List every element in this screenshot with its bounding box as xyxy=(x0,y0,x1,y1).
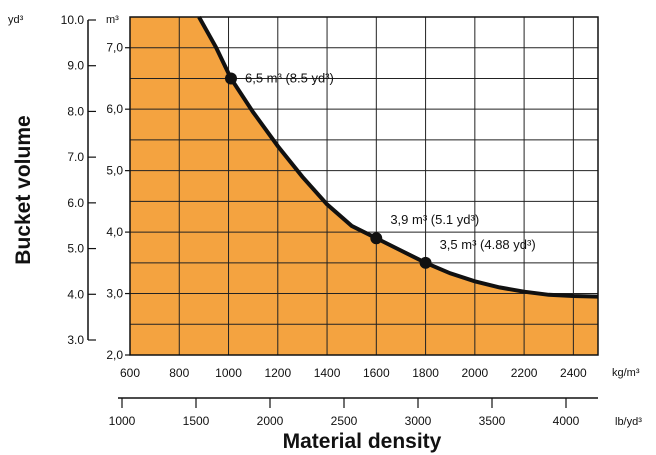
y-ticks: 2,0 3,0 4,0 5,0 6,0 7,0 xyxy=(106,41,130,362)
x2-tick-label: 4000 xyxy=(553,414,580,428)
x-tick-label: 1400 xyxy=(314,366,341,380)
y-axis-title: Bucket volume xyxy=(12,115,35,264)
y2-tick-label: 9.0 xyxy=(67,59,84,73)
data-point xyxy=(419,256,432,269)
x-axis-title: Material density xyxy=(283,430,442,453)
x2-tick-label: 1000 xyxy=(109,414,136,428)
x-tick-label: 600 xyxy=(120,366,140,380)
x2-unit: lb/yd³ xyxy=(615,416,642,428)
y2-tick-label: 3.0 xyxy=(67,333,84,347)
x-tick-label: 1000 xyxy=(215,366,242,380)
x-tick-label: 1600 xyxy=(363,366,390,380)
x2-tick-label: 2000 xyxy=(257,414,284,428)
y-tick-label: 6,0 xyxy=(106,102,123,116)
x2-ticks: 1000 1500 2000 2500 3000 3500 4000 xyxy=(109,398,580,428)
y-tick-label: 2,0 xyxy=(106,348,123,362)
y2-ticks: 3.0 4.0 5.0 6.0 7.0 8.0 9.0 10.0 xyxy=(61,13,96,347)
data-points: 6,5 m³ (8.5 yd³) 3,9 m³ (5.1 yd³) 3,5 m³ (… xyxy=(224,70,536,269)
y2-tick-label: 6.0 xyxy=(67,196,84,210)
y2-unit: yd³ xyxy=(8,14,24,26)
x2-tick-label: 3500 xyxy=(479,414,506,428)
y-tick-label: 3,0 xyxy=(106,287,123,301)
data-point xyxy=(224,72,237,85)
point-label: 6,5 m³ (8.5 yd³) xyxy=(245,70,334,85)
plot-frame xyxy=(129,16,599,356)
x-unit: kg/m³ xyxy=(612,367,640,379)
x-tick-label: 2200 xyxy=(511,366,538,380)
point-label: 3,5 m³ (4.88 yd³) xyxy=(440,237,536,252)
capacity-area xyxy=(130,17,598,355)
x-tick-label: 1200 xyxy=(264,366,291,380)
data-point xyxy=(370,232,383,245)
y-tick-label: 7,0 xyxy=(106,41,123,55)
point-label: 3,9 m³ (5.1 yd³) xyxy=(390,212,479,227)
capacity-curve xyxy=(197,16,599,299)
y2-tick-label: 8.0 xyxy=(67,104,84,118)
x2-tick-label: 3000 xyxy=(405,414,432,428)
x2-tick-label: 1500 xyxy=(183,414,210,428)
y-tick-label: 5,0 xyxy=(106,164,123,178)
y2-tick-label: 10.0 xyxy=(61,13,85,27)
x2-tick-label: 2500 xyxy=(331,414,358,428)
y2-tick-label: 5.0 xyxy=(67,242,84,256)
x-tick-label: 2400 xyxy=(560,366,587,380)
x-ticks: 600 800 1000 1200 1400 1600 1800 2000 2200 2400 xyxy=(120,366,587,380)
y2-tick-label: 7.0 xyxy=(67,150,84,164)
x-tick-label: 800 xyxy=(169,366,189,380)
y2-tick-label: 4.0 xyxy=(67,287,84,301)
y-tick-label: 4,0 xyxy=(106,225,123,239)
x-tick-label: 2000 xyxy=(461,366,488,380)
y-unit: m³ xyxy=(106,14,119,26)
x-tick-label: 1800 xyxy=(412,366,439,380)
